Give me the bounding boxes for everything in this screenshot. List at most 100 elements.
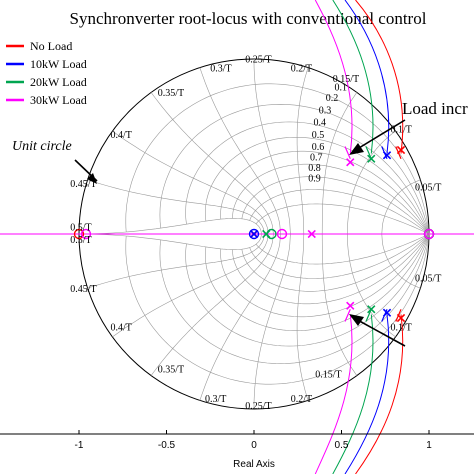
load-arrowhead-upper	[349, 143, 364, 155]
load-arrowhead-lower	[349, 314, 364, 326]
poles-zeros	[73, 145, 435, 323]
locus-branch	[355, 314, 404, 474]
frequency-curve	[87, 233, 265, 289]
legend-label: 20kW Load	[30, 75, 87, 89]
frequency-curve	[78, 218, 262, 235]
locus-branch	[332, 0, 374, 154]
frequency-curve	[87, 179, 265, 235]
damping-curve	[232, 233, 430, 305]
frequency-label: 0.2/T	[291, 394, 312, 405]
frequency-curve	[112, 233, 269, 338]
damping-label: 0.7	[310, 153, 323, 164]
x-axis-label: Real Axis	[233, 459, 275, 470]
frequency-label: 0.3/T	[210, 63, 231, 74]
pole-marker	[396, 313, 406, 323]
zero-marker	[276, 228, 288, 240]
frequency-label: 0.1/T	[391, 125, 412, 136]
zero-marker	[73, 228, 85, 240]
pole-marker	[367, 305, 376, 314]
locus-segment	[344, 146, 351, 160]
pole-marker	[382, 308, 392, 317]
zero-marker	[423, 228, 435, 240]
damping-label: 0.3	[319, 105, 332, 116]
frequency-curve	[199, 233, 281, 401]
locus-branch	[314, 314, 353, 474]
pole-marker	[346, 158, 355, 167]
frequency-curve	[381, 233, 421, 289]
load-arrow-upper	[353, 119, 406, 152]
unit-circle-arrowhead	[87, 173, 97, 184]
pole-marker	[307, 229, 316, 239]
zgrid	[78, 58, 430, 410]
legend-label: 30kW Load	[30, 93, 87, 107]
locus-segment	[365, 146, 372, 160]
frequency-label: 0.35/T	[158, 88, 184, 99]
frequency-label: 0.1/T	[391, 322, 412, 333]
damping-label: 0.1	[335, 83, 348, 94]
frequency-label: 0.35/T	[158, 364, 184, 375]
x-tick-label: 0.5	[335, 440, 349, 451]
zero-marker	[248, 228, 260, 240]
frequency-curve	[321, 233, 358, 376]
frequency-curve	[112, 130, 269, 235]
locus-branch	[355, 0, 404, 154]
unit-circle-annotation: Unit circle	[12, 139, 72, 154]
frequency-label: 0.25/T	[245, 401, 271, 412]
locus-segment	[344, 309, 351, 322]
frequency-label: 0.5/T	[70, 223, 91, 234]
frequency-curve	[296, 233, 309, 401]
load-increase-annotation: Load incr	[402, 99, 468, 118]
damping-curve	[232, 163, 430, 235]
locus-branch	[344, 314, 390, 474]
frequency-curve	[78, 233, 262, 250]
frequency-curve	[199, 67, 281, 235]
grid-labels: 0.10.20.3 0.40.50.60.70.80.9 0.05/T 0.1/T 0.…	[70, 55, 441, 413]
frequency-curve	[253, 59, 291, 235]
legend-label: No Load	[30, 39, 72, 53]
x-tick-label: -0.5	[158, 440, 176, 451]
frequency-label: 0.45/T	[70, 284, 96, 295]
frequency-curve	[296, 67, 309, 235]
frequency-curve	[253, 233, 291, 409]
frequency-label: 0.05/T	[415, 273, 441, 284]
damping-label: 0.8	[308, 163, 321, 174]
load-arrow-lower	[353, 317, 406, 347]
x-axis: -1 -0.5 0 0.5 1 Real Axis	[0, 430, 474, 470]
frequency-curve	[321, 92, 358, 235]
pole-marker	[367, 154, 376, 163]
damping-label: 0.5	[312, 130, 325, 141]
zero-marker	[266, 228, 277, 240]
frequency-curve	[347, 130, 396, 235]
frequency-label: 0.25/T	[245, 55, 271, 66]
damping-label: 0.6	[312, 142, 325, 153]
x-tick-label: 1	[426, 440, 432, 451]
frequency-label: 0.45/T	[70, 179, 96, 190]
annotations: Unit circle Load incr	[12, 99, 468, 347]
pole-marker	[396, 145, 406, 155]
locus-segment	[365, 309, 372, 322]
frequency-label: 0.15/T	[333, 74, 359, 85]
frequency-label: 0.2/T	[291, 63, 312, 74]
frequency-label: 0.15/T	[315, 370, 341, 381]
zero-marker	[80, 228, 92, 240]
pole-marker	[346, 301, 355, 310]
damping-label: 0.4	[314, 118, 327, 129]
pole-marker	[262, 229, 271, 239]
locus-branch	[314, 0, 353, 154]
pole-marker	[382, 151, 392, 160]
damping-label: 0.9	[308, 174, 321, 185]
frequency-label: 0.3/T	[205, 394, 226, 405]
legend: No Load 10kW Load 20kW Load 30kW Load	[6, 39, 87, 107]
pole-marker	[249, 229, 259, 239]
frequency-label: 0.4/T	[111, 130, 132, 141]
chart-title: Synchronverter root-locus with conventio…	[70, 9, 427, 28]
x-tick-label: 0	[251, 440, 257, 451]
locus-branch	[332, 314, 374, 474]
frequency-curve	[150, 233, 274, 376]
x-tick-label: -1	[75, 440, 84, 451]
damping-label: 0.2	[326, 93, 339, 104]
frequency-label: 0.4/T	[111, 322, 132, 333]
frequency-curve	[381, 179, 421, 235]
